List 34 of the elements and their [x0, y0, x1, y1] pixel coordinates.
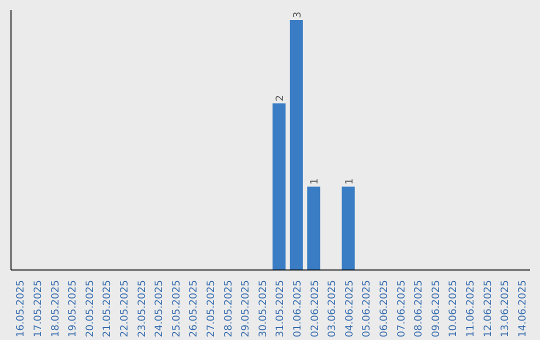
data-label: 2 [275, 94, 286, 102]
x-tick-label: 23.05.2025 [136, 280, 148, 338]
data-label: 1 [344, 178, 356, 185]
x-tick-label: 26.05.2025 [188, 280, 200, 338]
x-tick-label: 25.05.2025 [171, 280, 182, 338]
x-tick-label: 27.05.2025 [206, 280, 217, 338]
x-tick-label: 10.06.2025 [448, 280, 460, 338]
x-tick-label: 12.06.2025 [482, 280, 494, 338]
x-tick-label: 05.06.2025 [362, 280, 373, 338]
x-tick-label: 31.05.2025 [275, 280, 286, 338]
x-tick-label: 28.05.2025 [223, 280, 234, 338]
data-label: 1 [310, 178, 321, 185]
x-tick-label: 29.05.2025 [240, 280, 252, 338]
x-tick-label: 21.05.2025 [102, 280, 114, 338]
x-tick-label: 07.06.2025 [396, 280, 408, 338]
x-tick-label: 06.06.2025 [378, 280, 390, 338]
x-tick-label: 01.06.2025 [292, 280, 304, 338]
x-tick-label: 11.06.2025 [465, 280, 476, 338]
x-tick-label: 22.05.2025 [119, 280, 130, 338]
x-tick-label: 16.05.2025 [16, 280, 27, 338]
x-tick-label: 24.05.2025 [154, 280, 166, 338]
x-tick-label: 13.06.2025 [500, 280, 512, 338]
x-tick-label: 04.06.2025 [344, 280, 356, 338]
x-tick-label: 02.06.2025 [310, 280, 321, 338]
x-tick-label: 03.06.2025 [327, 280, 338, 338]
x-tick-label: 14.06.2025 [517, 280, 528, 338]
x-tick-label: 30.05.2025 [258, 280, 269, 338]
data-label: 3 [292, 12, 304, 18]
x-tick-label: 19.05.2025 [68, 280, 79, 338]
x-tick-label: 18.05.2025 [50, 280, 62, 338]
x-tick-label: 09.06.2025 [430, 280, 442, 338]
x-tick-label: 17.05.2025 [32, 280, 44, 338]
x-tick-label: 08.06.2025 [414, 280, 425, 338]
x-tick-label: 20.05.2025 [84, 280, 96, 338]
